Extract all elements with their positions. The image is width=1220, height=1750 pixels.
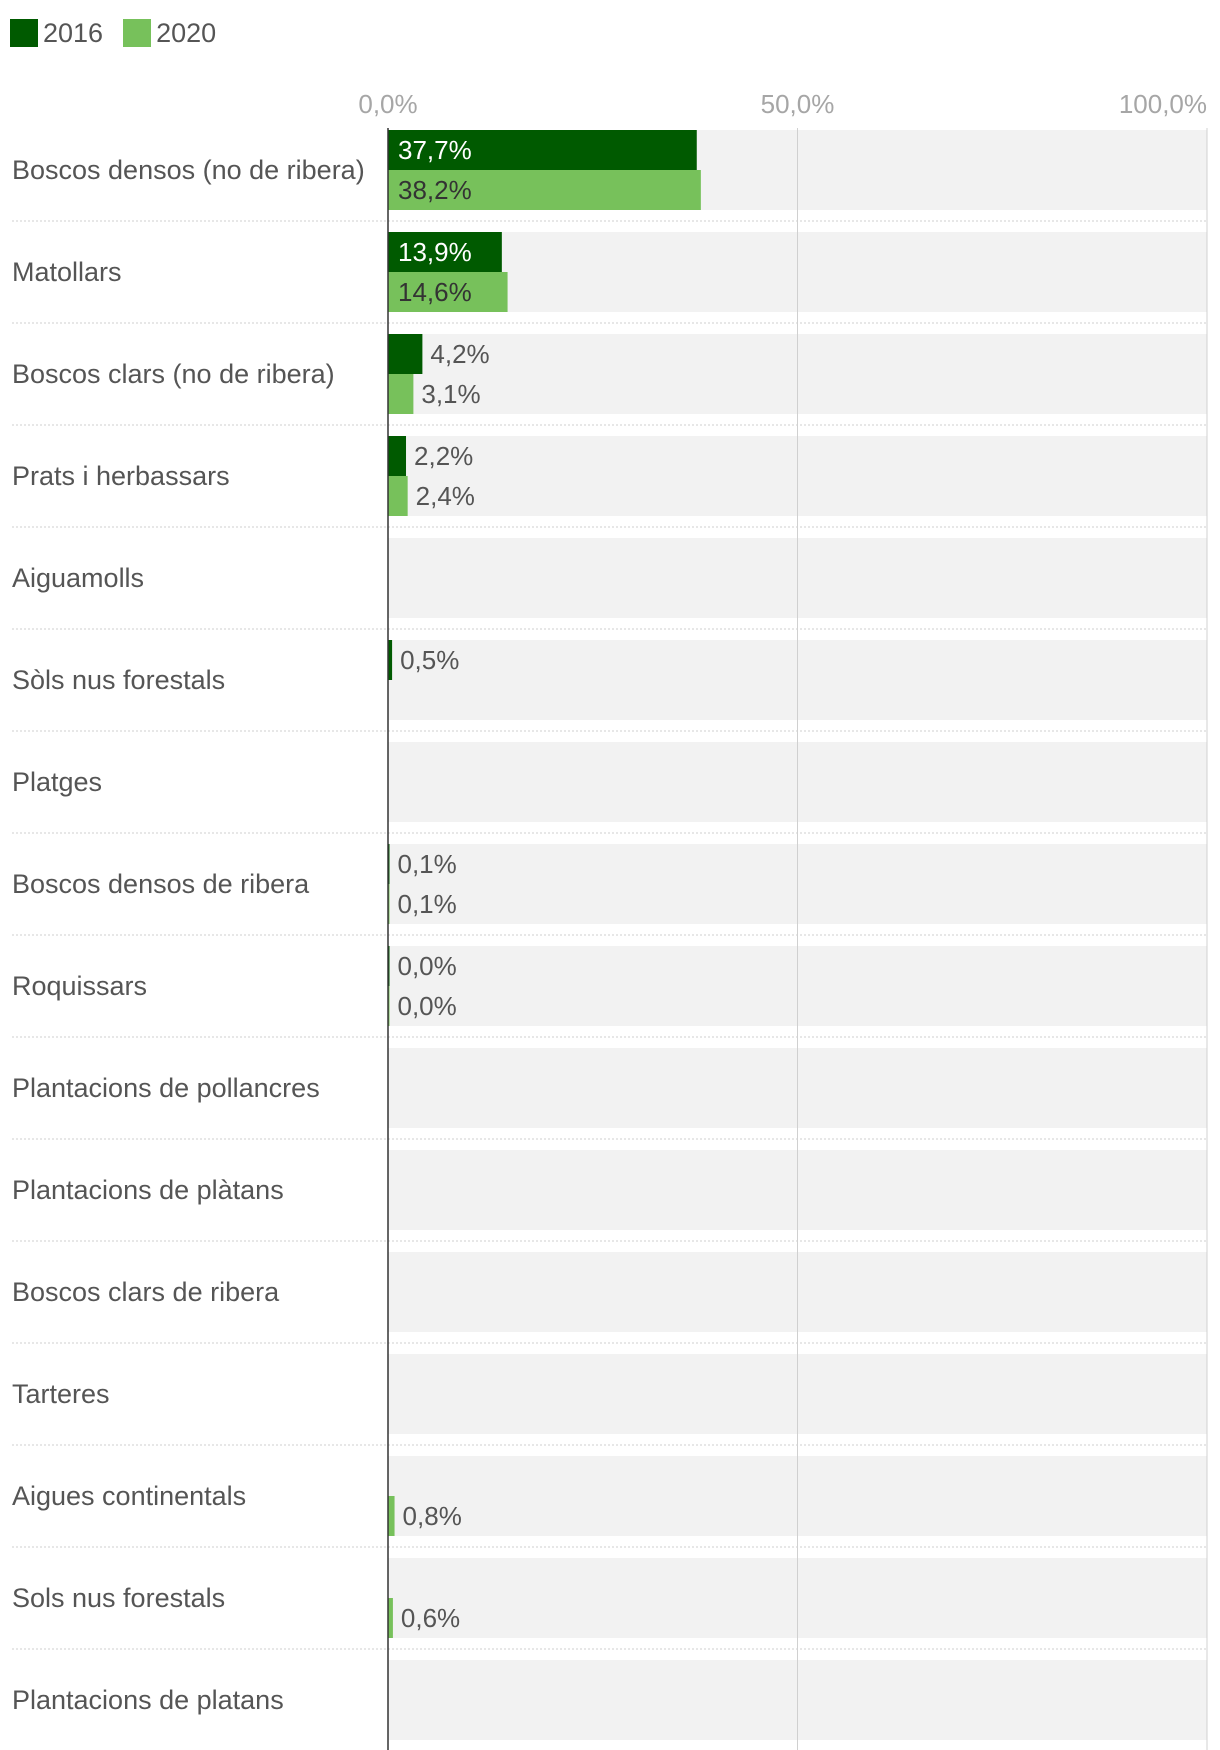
bar-2016 xyxy=(388,334,423,374)
bar-2020 xyxy=(388,272,508,312)
data-label-2020: 0,1% xyxy=(398,889,457,919)
category-label: Prats i herbassars xyxy=(12,461,230,491)
data-label-2020: 38,2% xyxy=(398,175,472,205)
bar-2016 xyxy=(388,436,407,476)
data-label-2016: 13,9% xyxy=(398,237,472,267)
category-label: Plantacions de platans xyxy=(12,1685,284,1715)
category-label: Plantacions de pollancres xyxy=(12,1073,320,1103)
category-label: Matollars xyxy=(12,257,122,287)
data-label-2016: 0,5% xyxy=(400,645,459,675)
category-label: Sòls nus forestals xyxy=(12,665,225,695)
data-label-2020: 0,6% xyxy=(401,1603,460,1633)
legend-label-2020: 2020 xyxy=(156,17,217,48)
x-tick-label: 50,0% xyxy=(761,89,835,119)
category-label: Platges xyxy=(12,767,102,797)
legend-item-2020: 2020 xyxy=(123,18,216,49)
category-label: Boscos clars (no de ribera) xyxy=(12,359,335,389)
category-label: Boscos clars de ribera xyxy=(12,1277,280,1307)
category-label: Plantacions de plàtans xyxy=(12,1175,284,1205)
legend-item-2016: 2016 xyxy=(10,18,103,49)
category-label: Boscos densos (no de ribera) xyxy=(12,155,365,185)
data-label-2016: 0,0% xyxy=(398,951,457,981)
category-label: Aigues continentals xyxy=(12,1481,246,1511)
bar-2020 xyxy=(388,374,414,414)
x-tick-label: 0,0% xyxy=(358,89,417,119)
bar-2020 xyxy=(388,1598,393,1638)
data-label-2020: 2,4% xyxy=(416,481,475,511)
data-label-2016: 0,1% xyxy=(398,849,457,879)
data-label-2020: 0,8% xyxy=(403,1501,462,1531)
data-label-2016: 4,2% xyxy=(430,339,489,369)
data-label-2016: 2,2% xyxy=(414,441,473,471)
category-label: Roquissars xyxy=(12,971,147,1001)
bar-2020 xyxy=(388,170,701,210)
data-label-2020: 3,1% xyxy=(421,379,480,409)
category-label: Boscos densos de ribera xyxy=(12,869,310,899)
legend-swatch-2016 xyxy=(10,19,38,47)
category-label: Sols nus forestals xyxy=(12,1583,225,1613)
category-label: Tarteres xyxy=(12,1379,110,1409)
data-label-2016: 37,7% xyxy=(398,135,472,165)
legend-label-2016: 2016 xyxy=(43,17,104,48)
bar-2016 xyxy=(388,232,502,272)
data-label-2020: 0,0% xyxy=(398,991,457,1021)
category-label: Aiguamolls xyxy=(12,563,144,593)
data-label-2020: 14,6% xyxy=(398,277,472,307)
bar-2016 xyxy=(388,640,393,680)
x-tick-label: 100,0% xyxy=(1119,89,1207,119)
legend-swatch-2020 xyxy=(123,19,152,47)
bar-2020 xyxy=(388,476,408,516)
bar-2016 xyxy=(388,130,697,170)
chart-legend: 2016 2020 xyxy=(10,18,236,48)
bar-2020 xyxy=(388,1496,395,1536)
